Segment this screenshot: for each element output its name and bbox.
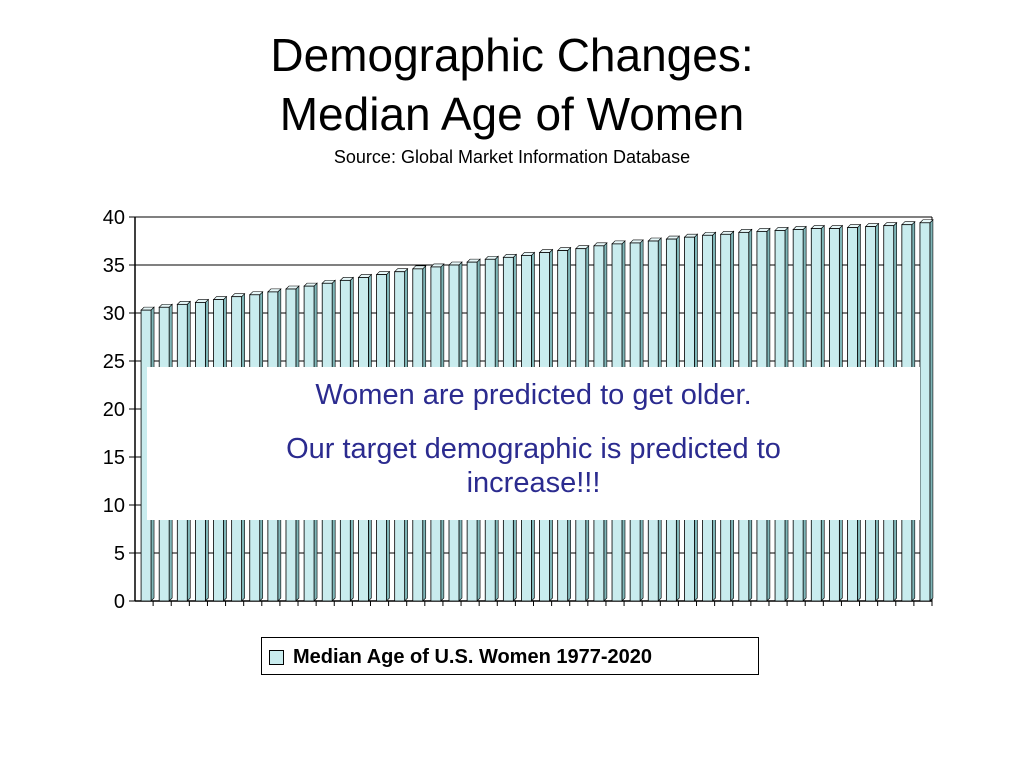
- slide-title-line-2: Median Age of Women: [279, 88, 745, 140]
- legend-swatch: [269, 650, 284, 665]
- y-tick-label: 20: [103, 399, 125, 421]
- slide-title-line-1: Demographic Changes:: [270, 29, 754, 81]
- y-tick-label: 30: [103, 303, 125, 325]
- y-tick-label: 0: [114, 591, 125, 613]
- bar-side: [929, 219, 934, 602]
- y-tick-label: 35: [103, 255, 125, 277]
- chart-legend: Median Age of U.S. Women 1977-2020: [261, 637, 759, 675]
- y-tick-label: 15: [103, 447, 125, 469]
- y-tick-label: 10: [103, 495, 125, 517]
- callout-text-line-2: Our target demographic is predicted to i…: [286, 433, 781, 499]
- y-tick-label: 25: [103, 351, 125, 373]
- legend-label: Median Age of U.S. Women 1977-2020: [293, 646, 652, 668]
- source-subtitle: Source: Global Market Information Databa…: [333, 147, 691, 167]
- y-tick-label: 5: [114, 543, 125, 565]
- callout-text-line-1: Women are predicted to get older.: [315, 379, 752, 411]
- callout-box: Women are predicted to get older. Our ta…: [147, 367, 920, 520]
- bar: [919, 222, 931, 602]
- y-tick-label: 40: [103, 207, 125, 229]
